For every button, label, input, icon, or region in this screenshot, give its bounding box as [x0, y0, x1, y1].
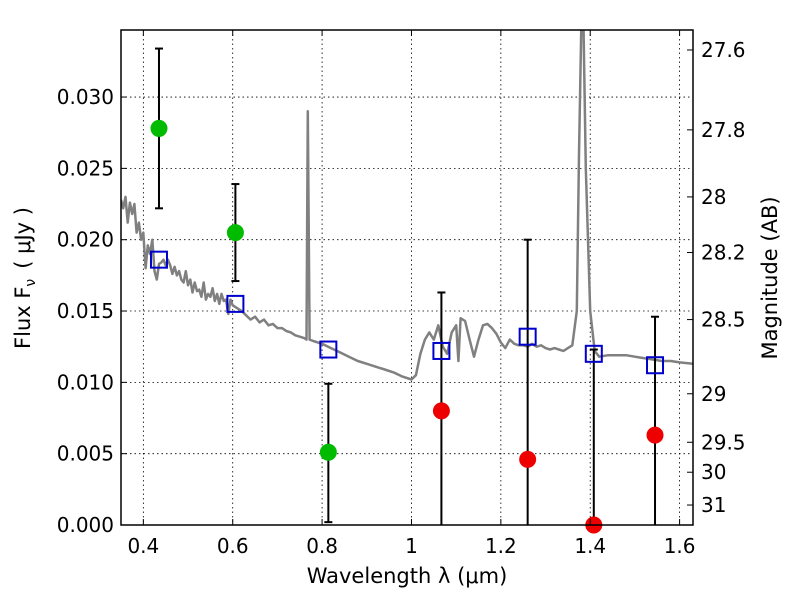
x-tick-label: 0.6	[217, 534, 249, 558]
observed-point	[519, 450, 537, 468]
y-tick-label: 0.015	[57, 299, 114, 323]
x-axis-label: Wavelength λ (μm)	[307, 564, 508, 588]
x-tick-label: 1.6	[664, 534, 696, 558]
x-tick-label: 1	[405, 534, 418, 558]
observed-point	[226, 224, 244, 242]
right-axis-label: Magnitude (AB)	[758, 196, 782, 359]
observed-point	[319, 443, 337, 461]
grid-lines	[121, 30, 693, 526]
observed-point	[150, 119, 168, 137]
axis-ticks: 0.4 0.6 0.8 1 1.2 1.4 1.6 0.000 0.005 0.010 0.015 0…	[57, 30, 746, 558]
y-tick-label: 0.010	[57, 370, 114, 394]
observed-point	[646, 426, 664, 444]
error-bars	[154, 47, 660, 525]
model-square-point	[584, 344, 603, 363]
model-square-point	[319, 340, 338, 359]
model-square-point	[432, 341, 451, 360]
right-tick-label: 28.2	[701, 241, 746, 265]
observed-point	[432, 402, 450, 420]
spectrum-line	[121, 30, 693, 381]
x-tick-label: 0.4	[127, 534, 159, 558]
y-axis-label-main: Flux F	[11, 287, 35, 349]
x-tick-label: 0.8	[306, 534, 338, 558]
y-tick-label: 0.020	[57, 228, 114, 252]
svg-text:Flux Fν( μJy ): Flux Fν ( μJy )	[11, 207, 39, 349]
model-square-point	[518, 327, 537, 346]
y-tick-label: 0.030	[57, 85, 114, 109]
plot-frame	[120, 29, 694, 526]
right-tick-label: 31	[701, 493, 726, 517]
y-tick-label: 0.025	[57, 156, 114, 180]
right-tick-label: 28	[701, 185, 726, 209]
model-spectrum	[121, 30, 693, 381]
y-tick-label: 0.000	[57, 513, 114, 537]
right-tick-label: 30	[701, 460, 726, 484]
right-tick-label: 29	[701, 382, 726, 406]
y-tick-label: 0.005	[57, 442, 114, 466]
right-tick-label: 27.6	[701, 38, 746, 62]
model-square-point	[646, 356, 665, 375]
right-tick-label: 27.8	[701, 118, 746, 142]
data-markers	[149, 119, 665, 534]
right-tick-label: 28.5	[701, 308, 746, 332]
right-tick-label: 29.5	[701, 430, 746, 454]
y-axis-label: Flux Fν ( μJy )	[11, 207, 39, 349]
model-square-point	[149, 250, 168, 269]
y-axis-label-subscript: ν	[23, 279, 39, 287]
y-axis-label-unit: ( μJy )	[11, 207, 35, 269]
model-square-point	[226, 294, 245, 313]
x-tick-label: 1.2	[485, 534, 517, 558]
x-tick-label: 1.4	[574, 534, 606, 558]
